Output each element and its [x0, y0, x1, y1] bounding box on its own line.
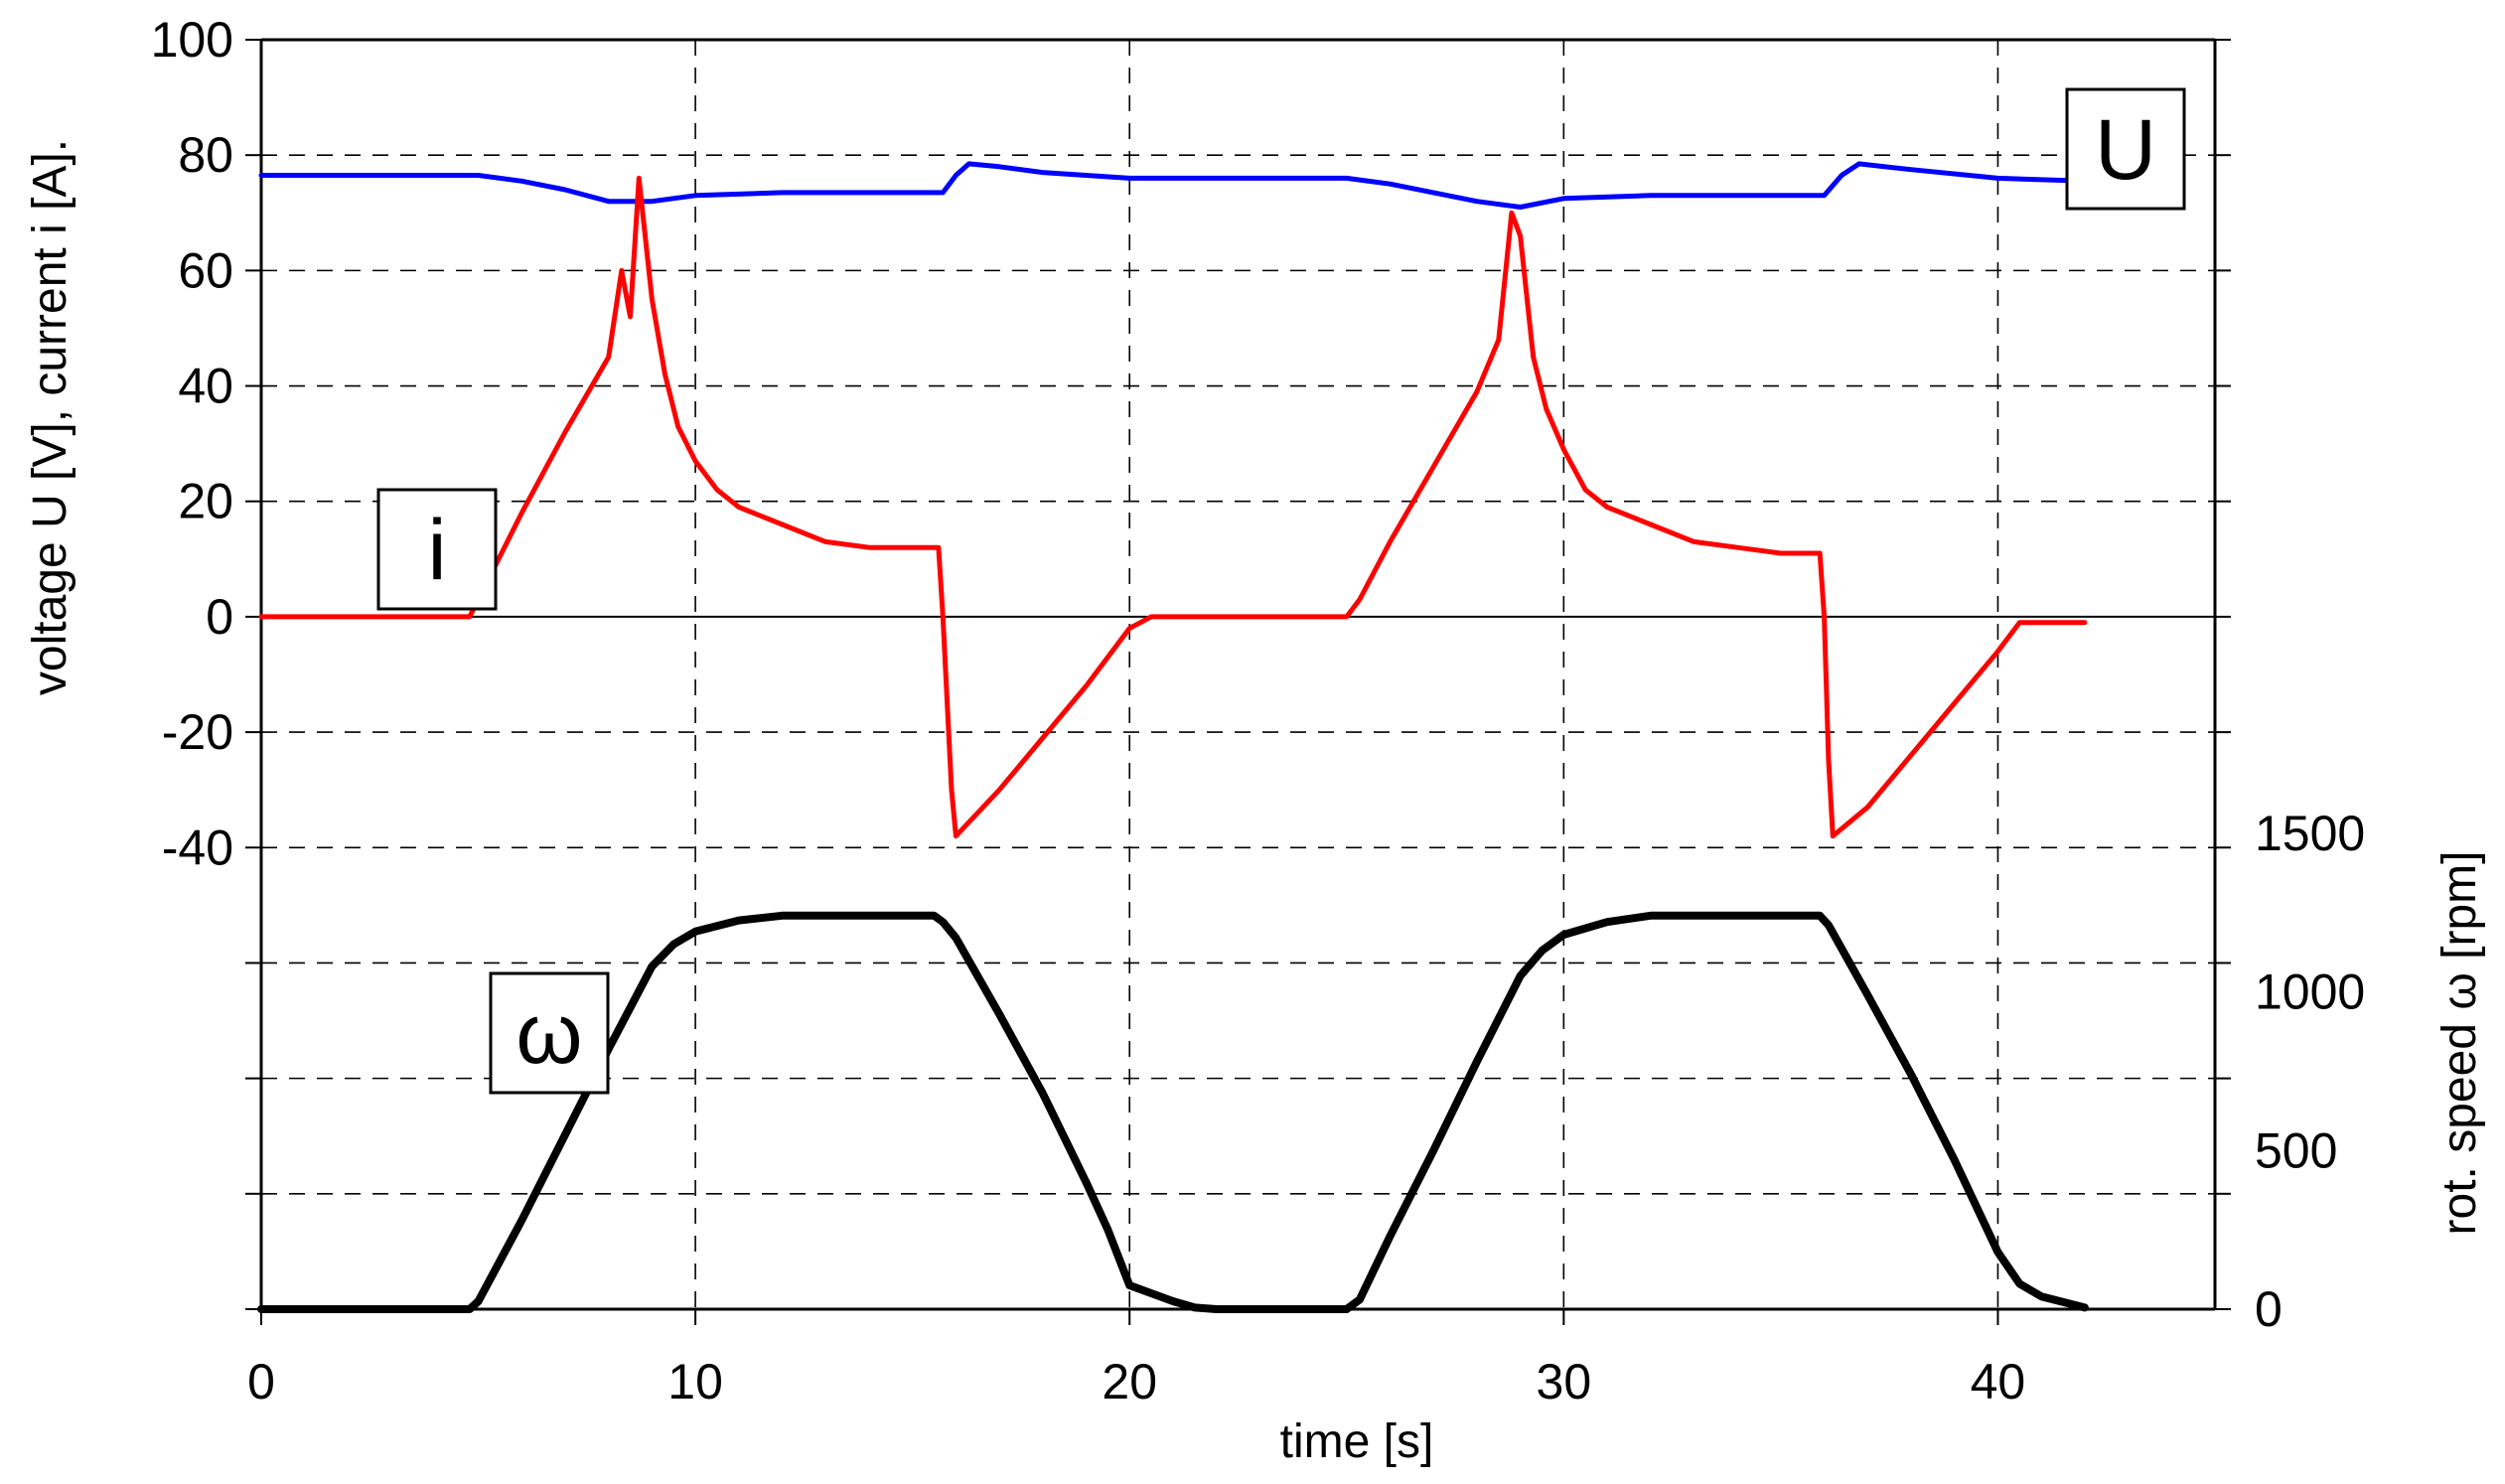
x-tick-label: 30: [1537, 1354, 1592, 1410]
y-right-tick-label: 0: [2255, 1281, 2283, 1337]
y-left-tick-label: -40: [162, 819, 233, 875]
axes: [245, 38, 2231, 1325]
x-tick-label: 20: [1102, 1354, 1157, 1410]
legend-label-omega: ω: [516, 986, 582, 1082]
legend-label-i: i: [427, 503, 446, 598]
legend: Ui ω: [376, 87, 2186, 1095]
y-left-tick-label: -20: [162, 704, 233, 760]
x-tick-label: 10: [667, 1354, 723, 1410]
series-line-U: [258, 161, 2088, 210]
y-left-tick-label: 20: [178, 474, 233, 529]
legend-box-U: [2065, 87, 2186, 211]
series-layer: [257, 161, 2089, 1313]
legend-label-U: U: [2095, 102, 2156, 198]
y-left-tick-label: 60: [178, 242, 233, 298]
x-axis-title: time [s]: [1280, 1415, 1434, 1468]
y-axis-left-title: voltage U [V], current i [A].: [24, 139, 76, 695]
legend-box-omega: [489, 971, 610, 1095]
y-left-tick-label: 80: [178, 127, 233, 183]
legend-box-i: [376, 488, 498, 611]
grid: [261, 40, 2215, 1309]
y-right-tick-label: 500: [2255, 1122, 2337, 1178]
series-line-omega: [257, 911, 2089, 1313]
x-tick-label: 40: [1971, 1354, 2026, 1410]
y-right-tick-label: 1000: [2255, 965, 2365, 1020]
y-left-tick-label: 100: [151, 12, 233, 68]
x-tick-label: 0: [247, 1354, 275, 1410]
y-left-tick-label: 0: [206, 589, 233, 645]
y-right-tick-label: 1500: [2255, 806, 2365, 861]
y-left-tick-label: 40: [178, 359, 233, 414]
tick-labels: 100 80 60 40 20 0 -20 -40 0 500 1000 1500 0 10 20 30 40: [151, 12, 2366, 1410]
y-axis-right-title: rot. speed ω [rpm]: [2433, 851, 2486, 1236]
series-line-i: [258, 175, 2088, 839]
